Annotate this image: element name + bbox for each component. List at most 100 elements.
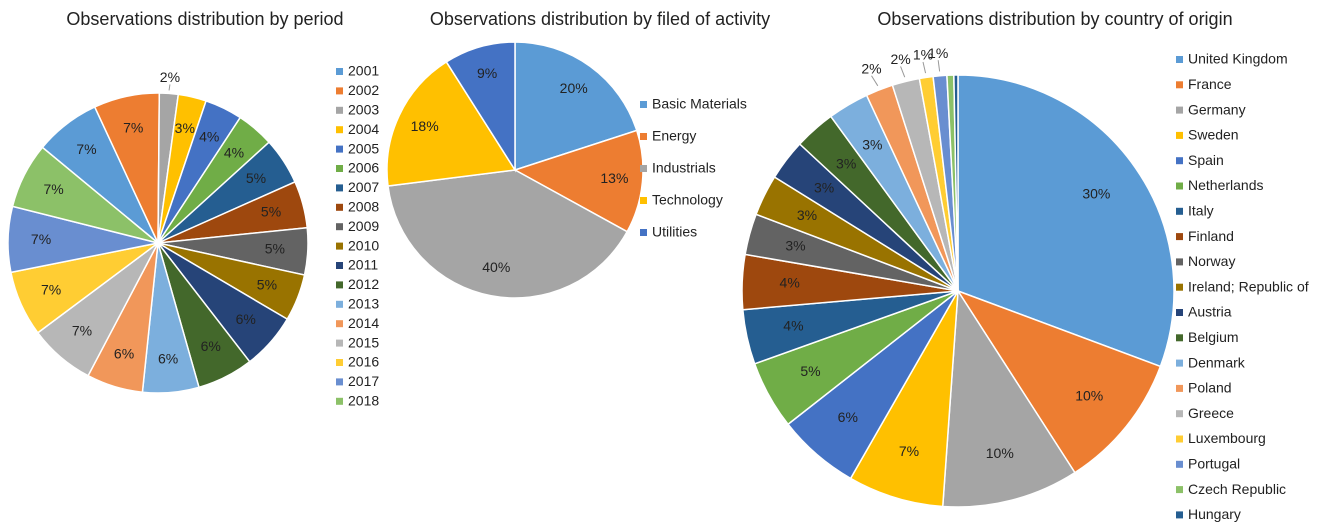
chart-title: Observations distribution by filed of ac… [430, 9, 770, 29]
legend-swatch [336, 184, 343, 192]
data-label: 7% [41, 281, 61, 297]
data-label: 6% [114, 346, 134, 362]
data-label: 2% [861, 60, 881, 76]
data-label: 4% [224, 145, 244, 161]
data-label: 4% [783, 318, 803, 334]
legend-label: Czech Republic [1188, 481, 1286, 497]
data-label: 4% [780, 275, 800, 291]
legend-label: 2005 [348, 140, 379, 156]
legend-label: 2017 [348, 373, 379, 389]
leader-line [168, 84, 171, 91]
legend-swatch [336, 262, 343, 269]
legend-swatch [336, 242, 343, 250]
data-label: 3% [862, 137, 882, 153]
data-label: 5% [800, 363, 820, 379]
data-label: 10% [1075, 387, 1103, 403]
chart-title: Observations distribution by country of … [877, 9, 1232, 29]
pie-slice [941, 288, 1076, 508]
pie-slice [957, 74, 1175, 368]
leader-line [900, 66, 906, 78]
data-label: 5% [257, 276, 277, 292]
chart-title: Observations distribution by period [66, 9, 343, 29]
legend-label: 2012 [348, 276, 379, 292]
data-label: 5% [246, 170, 266, 186]
legend-label: Norway [1188, 253, 1235, 269]
data-label: 3% [797, 207, 817, 223]
data-label: 7% [44, 181, 64, 197]
legend-label: 2018 [348, 393, 379, 409]
data-label: 30% [1082, 186, 1110, 202]
legend-swatch [336, 223, 343, 231]
legend-label: Greece [1188, 405, 1234, 421]
legend-swatch [1176, 410, 1183, 418]
leader-line [871, 75, 879, 87]
legend-label: Finland [1188, 228, 1234, 244]
legend-label: Italy [1188, 203, 1214, 219]
data-label: 3% [175, 120, 195, 136]
legend-swatch [1176, 359, 1183, 367]
data-label: 7% [31, 231, 51, 247]
legend-label: United Kingdom [1188, 51, 1288, 67]
pie-slice [11, 146, 159, 244]
legend-swatch [336, 165, 343, 172]
legend-swatch [1176, 157, 1183, 165]
legend-label: Utilities [652, 224, 697, 240]
legend-label: France [1188, 76, 1232, 92]
legend-label: Ireland; Republic of [1188, 278, 1309, 294]
data-label: 7% [72, 323, 92, 339]
legend-label: 2004 [348, 121, 379, 137]
data-label: 6% [236, 311, 256, 327]
legend-label: 2010 [348, 237, 379, 253]
legend-swatch [336, 68, 343, 75]
leader-line [922, 61, 927, 74]
legend-label: 2006 [348, 160, 379, 176]
legend-label: 2001 [348, 63, 379, 79]
data-label: 10% [986, 445, 1014, 461]
legend-label: 2011 [348, 257, 378, 273]
data-label: 3% [785, 237, 805, 253]
legend-swatch [1176, 207, 1183, 215]
legend-label: 2014 [348, 315, 379, 331]
legend-label: Austria [1188, 304, 1232, 320]
legend-swatch [1176, 182, 1183, 190]
data-label: 1% [928, 45, 948, 61]
data-label: 20% [560, 80, 588, 96]
data-label: 13% [600, 170, 628, 186]
legend-label: 2003 [348, 102, 379, 118]
legend-label: Basic Materials [652, 96, 747, 112]
legend-label: Luxembourg [1188, 430, 1266, 446]
legend-swatch [1176, 309, 1183, 316]
data-label: 7% [76, 141, 96, 157]
data-label: 2% [890, 51, 910, 67]
legend-swatch [336, 320, 343, 328]
legend-swatch [336, 145, 343, 153]
data-label: 6% [158, 350, 178, 366]
data-label: 18% [411, 118, 439, 134]
legend-swatch [336, 397, 343, 405]
legend-label: Sweden [1188, 127, 1239, 143]
legend-label: Portugal [1188, 456, 1240, 472]
leader-line [937, 60, 941, 72]
pie-slice [953, 74, 959, 292]
legend-label: Netherlands [1188, 177, 1264, 193]
data-label: 6% [201, 338, 221, 354]
legend-swatch [640, 101, 647, 108]
legend-swatch [640, 197, 647, 204]
legend-swatch [336, 281, 343, 289]
legend-swatch [1176, 106, 1183, 114]
data-label: 6% [838, 409, 858, 425]
legend-swatch [640, 165, 647, 172]
legend-label: Belgium [1188, 329, 1239, 345]
legend-label: Poland [1188, 380, 1232, 396]
legend-swatch [640, 229, 647, 236]
legend-swatch [1176, 233, 1183, 241]
legend-label: Technology [652, 192, 723, 208]
legend-swatch [1176, 283, 1183, 291]
legend-label: 2009 [348, 218, 379, 234]
legend-swatch [336, 106, 343, 114]
legend-swatch [336, 339, 343, 347]
data-label: 4% [199, 129, 219, 145]
legend-label: Spain [1188, 152, 1224, 168]
pie-slice [956, 289, 1162, 474]
legend-swatch [1176, 460, 1183, 468]
